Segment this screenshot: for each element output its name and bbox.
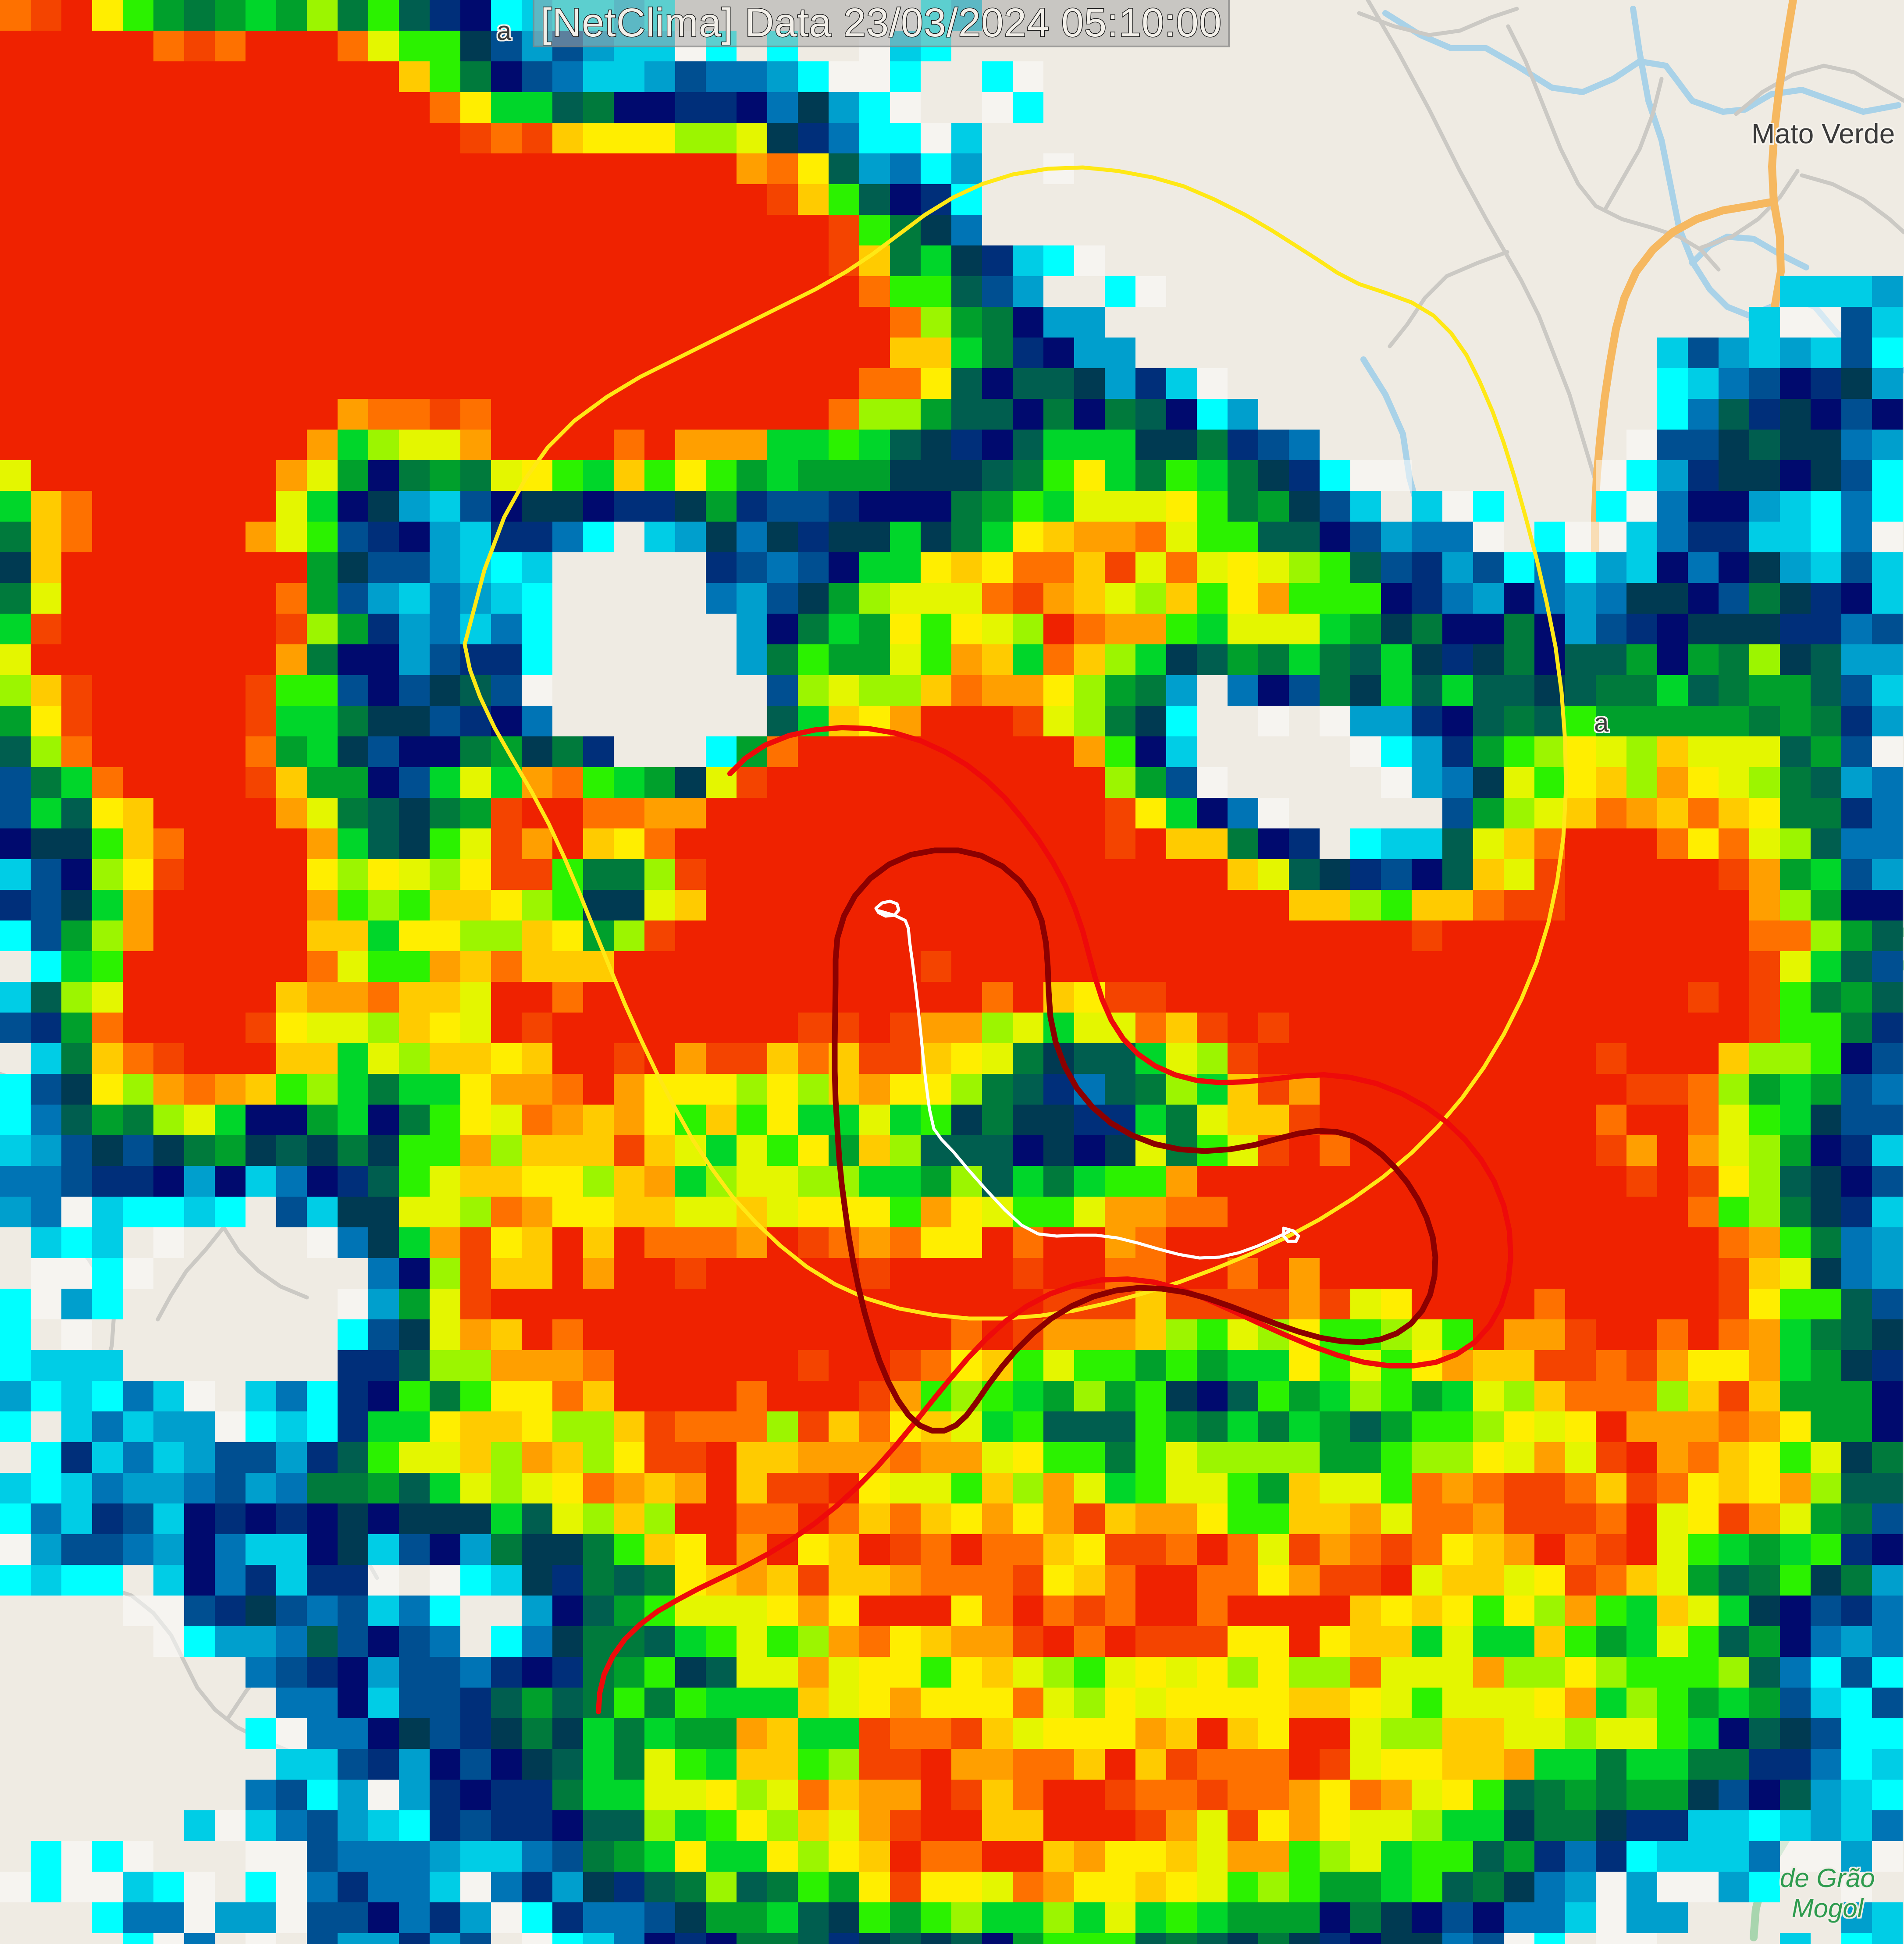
place-label-grao-mogol: de Grão Mogol [1780,1863,1875,1923]
place-label-partial-left: a [497,16,512,46]
place-label-mato-verde: Mato Verde [1751,118,1895,149]
title-banner: [NetClima] Data 23/03/2024 05:10:00 [533,0,1230,47]
place-label-partial-mid: a [1594,708,1609,737]
title-text: [NetClima] Data 23/03/2024 05:10:00 [540,0,1222,45]
